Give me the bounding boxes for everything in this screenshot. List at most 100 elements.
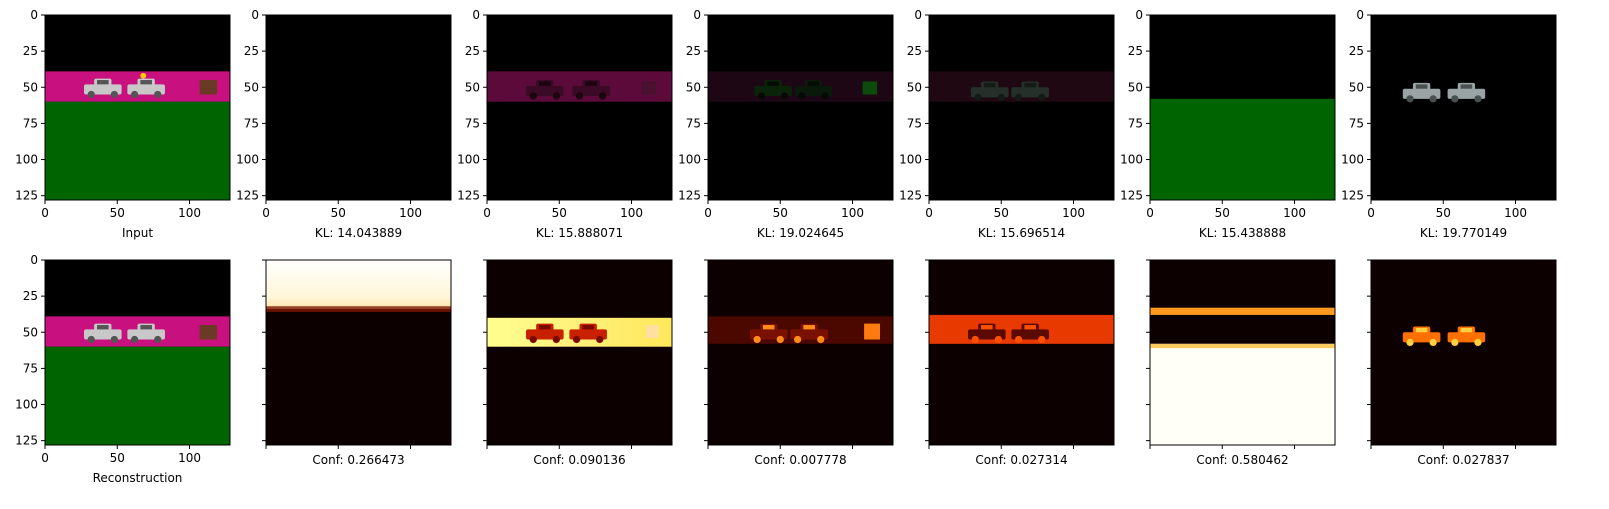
y-tick-label: 50 <box>23 80 38 94</box>
panel-caption: KL: 19.024645 <box>757 226 844 240</box>
car-wheel <box>997 93 1005 101</box>
car-window <box>539 325 551 330</box>
car-window <box>981 325 993 330</box>
car-wheel <box>1038 335 1046 344</box>
yellow-light <box>140 72 147 79</box>
panel-caption: KL: 19.770149 <box>1420 226 1507 240</box>
y-tick-label: 50 <box>244 80 259 94</box>
car-wheel <box>1451 338 1459 346</box>
y-tick-label: 100 <box>1120 153 1143 167</box>
car-wheel <box>1038 93 1046 101</box>
panel-caption: Input <box>122 226 153 240</box>
ground-region <box>45 346 230 445</box>
axes-frame <box>44 14 231 201</box>
x-tick-label: 0 <box>262 206 270 220</box>
y-tick-label: 100 <box>457 153 480 167</box>
y-tick-label: 100 <box>1341 153 1364 167</box>
car-window <box>1460 84 1473 89</box>
y-tick-label: 50 <box>907 80 922 94</box>
panel-caption: Conf: 0.266473 <box>312 453 404 467</box>
car-wheel <box>753 335 761 344</box>
panel-1-6: Conf: 0.027837 <box>1367 259 1557 467</box>
y-tick-label: 100 <box>15 153 38 167</box>
green-box <box>862 81 878 95</box>
car-wheel <box>596 335 604 344</box>
car-wheel <box>1474 338 1482 346</box>
panel-0-4: 0 50 100 0 25 50 75 100 125 KL: 15.696514 <box>899 8 1115 240</box>
y-tick-label: 100 <box>899 153 922 167</box>
car-window <box>97 325 109 330</box>
car-window <box>1415 327 1428 333</box>
panel-1-0: 0 50 100 0 25 50 75 100 125 Reconstruction <box>15 253 231 485</box>
image-background <box>708 15 893 200</box>
x-tick-label: 100 <box>620 206 643 220</box>
axes-frame <box>44 259 231 446</box>
y-tick-label: 25 <box>686 44 701 58</box>
axes-frame <box>486 14 673 201</box>
car-window <box>582 325 594 330</box>
mask-box <box>645 325 659 339</box>
axes-frame <box>1149 14 1336 201</box>
y-tick-label: 0 <box>693 8 701 22</box>
panel-1-1: Conf: 0.266473 <box>262 259 452 467</box>
axes-frame <box>707 259 894 446</box>
x-tick-label: 0 <box>41 206 49 220</box>
car-window <box>140 80 152 85</box>
car-wheel <box>529 92 537 100</box>
x-tick-label: 0 <box>483 206 491 220</box>
axes-frame <box>707 14 894 201</box>
panel-caption: Reconstruction <box>93 471 183 485</box>
panel-1-4: Conf: 0.027314 <box>925 259 1115 467</box>
panel-0-3: 0 50 100 0 25 50 75 100 125 KL: 19.024645 <box>678 8 894 240</box>
y-tick-label: 75 <box>1128 116 1143 130</box>
panel-1-5: Conf: 0.580462 <box>1146 259 1336 467</box>
car-wheel <box>798 92 806 100</box>
car-wheel <box>974 93 982 101</box>
car-window <box>97 80 109 85</box>
car-wheel <box>572 335 581 344</box>
y-tick-label: 25 <box>1128 44 1143 58</box>
car-wheel <box>757 92 766 100</box>
x-tick-label: 100 <box>841 206 864 220</box>
car-wheel <box>1451 95 1459 103</box>
y-tick-label: 0 <box>30 8 38 22</box>
car-window <box>807 81 820 86</box>
car-wheel <box>87 335 95 344</box>
car-wheel <box>110 335 118 344</box>
x-tick-label: 50 <box>552 206 567 220</box>
car-window <box>1415 84 1428 89</box>
y-tick-label: 125 <box>15 434 38 448</box>
mask-bright-region <box>1150 343 1335 445</box>
y-tick-label: 25 <box>23 289 38 303</box>
car-wheel <box>154 335 162 344</box>
y-tick-label: 25 <box>907 44 922 58</box>
car-wheel <box>1429 95 1437 103</box>
y-tick-label: 125 <box>678 189 701 203</box>
car-wheel <box>1406 338 1414 346</box>
car-window <box>585 81 597 86</box>
y-tick-label: 0 <box>914 8 922 22</box>
y-tick-label: 25 <box>23 44 38 58</box>
axes-frame <box>265 259 452 446</box>
image-background <box>487 260 672 445</box>
y-tick-label: 25 <box>465 44 480 58</box>
dim-box <box>641 81 657 95</box>
panel-caption: KL: 15.438888 <box>1199 226 1286 240</box>
x-tick-label: 50 <box>1215 206 1230 220</box>
image-background <box>929 15 1114 200</box>
car-wheel <box>130 90 139 99</box>
x-tick-label: 50 <box>773 206 788 220</box>
panel-0-6: 0 50 100 0 25 50 75 100 125 KL: 19.770149 <box>1341 8 1557 240</box>
car-wheel <box>154 90 162 99</box>
y-tick-label: 125 <box>236 189 259 203</box>
x-tick-label: 50 <box>1436 206 1451 220</box>
mask-edge <box>1150 307 1335 315</box>
y-tick-label: 100 <box>15 398 38 412</box>
x-tick-label: 50 <box>331 206 346 220</box>
y-tick-label: 50 <box>1349 80 1364 94</box>
y-tick-label: 125 <box>457 189 480 203</box>
car-window <box>762 325 775 330</box>
car-wheel <box>1014 335 1023 344</box>
y-tick-label: 75 <box>23 116 38 130</box>
panel-caption: Conf: 0.027837 <box>1417 453 1509 467</box>
